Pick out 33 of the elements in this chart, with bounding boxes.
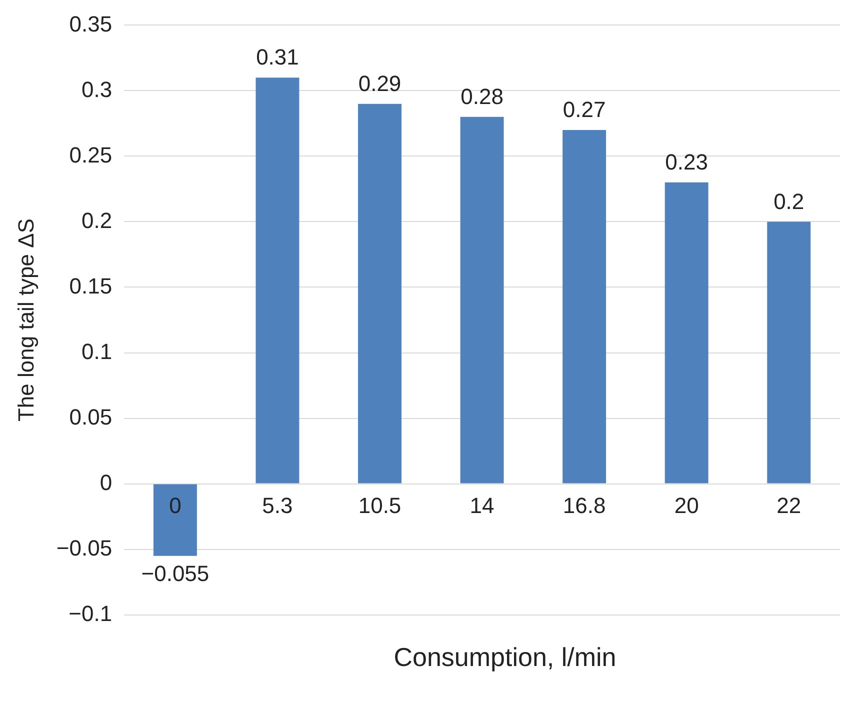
y-tick-label: 0.35 — [69, 11, 112, 36]
bar — [767, 222, 811, 484]
y-tick-label: 0.3 — [81, 76, 112, 102]
bar — [153, 484, 197, 556]
bar — [358, 104, 402, 484]
x-tick-label: 14 — [470, 492, 494, 518]
bar — [460, 116, 504, 484]
y-tick-label: 0.15 — [69, 273, 112, 298]
y-tick-label: 0 — [100, 470, 112, 495]
data-label: 0.23 — [665, 149, 708, 174]
bar — [562, 130, 606, 484]
y-tick-label: 0.2 — [81, 208, 112, 233]
y-tick-label: −0.05 — [56, 535, 112, 560]
x-tick-label: 16.8 — [562, 492, 606, 518]
x-tick-label: 0 — [169, 492, 182, 518]
x-axis-title: Consumption, l/min — [392, 642, 618, 673]
data-label: 0.29 — [358, 70, 402, 96]
x-tick-label: 10.5 — [358, 492, 402, 518]
y-tick-label: 0.25 — [69, 142, 112, 168]
y-tick-label: 0.1 — [81, 338, 112, 364]
x-tick-label: 22 — [776, 492, 802, 518]
y-axis-title: The long tail type ΔS — [13, 218, 38, 422]
bar — [256, 78, 300, 484]
y-tick-label: −0.1 — [68, 600, 112, 626]
data-label: 0.31 — [256, 44, 299, 70]
x-tick-label: 20 — [674, 492, 699, 518]
x-tick-label: 5.3 — [262, 492, 293, 518]
bar — [664, 182, 708, 484]
data-label: 0.28 — [460, 84, 504, 109]
data-label: −0.055 — [141, 560, 210, 586]
y-tick-label: 0.05 — [69, 404, 112, 430]
data-label: 0.2 — [774, 188, 804, 214]
data-label: 0.27 — [562, 97, 606, 122]
